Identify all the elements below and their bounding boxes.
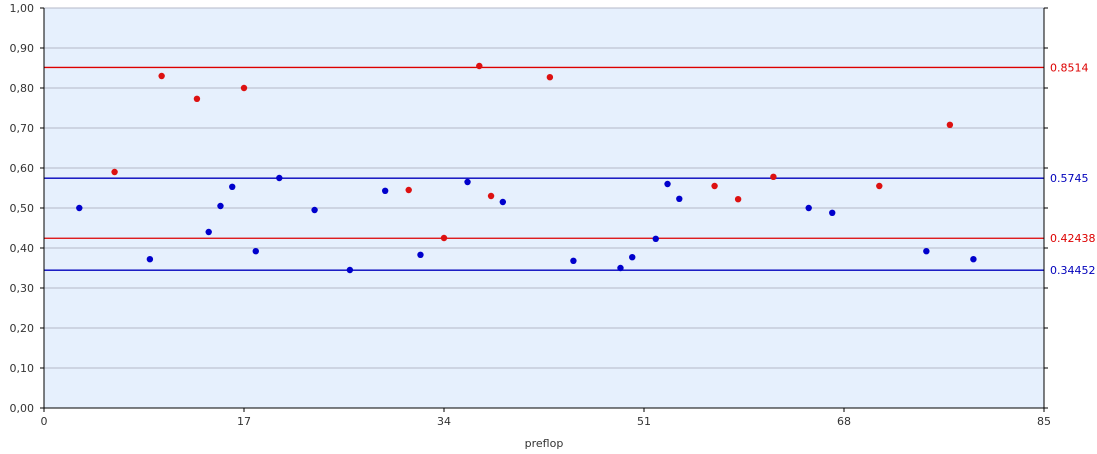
reference-line-labels: 0.8514 0.5745 0.42438 0.34452	[1050, 61, 1096, 277]
y-axis-ticks: 0,00 0,10 0,20 0,30 0,40 0,50 0,60 0,70 0,80 0,90…	[10, 2, 1048, 415]
data-point	[734, 196, 742, 203]
data-point	[829, 209, 836, 216]
x-axis-ticks: 0 17 34 51 68 85	[41, 408, 1051, 428]
data-point	[76, 204, 83, 212]
data-point	[252, 248, 259, 255]
grid-lines	[44, 7, 1044, 369]
data-point	[629, 254, 636, 261]
data-point	[405, 186, 412, 194]
data-point	[499, 198, 507, 206]
data-points	[76, 62, 977, 274]
y-tick-label: 0,40	[10, 242, 35, 255]
data-point	[970, 256, 977, 263]
data-point	[876, 182, 883, 190]
x-tick-label: 0	[41, 415, 48, 428]
y-tick-label: 1,00	[10, 2, 35, 15]
y-tick-label: 0,60	[10, 162, 35, 175]
reference-line-label: 0.8514	[1050, 61, 1089, 74]
data-point	[440, 234, 448, 242]
y-tick-label: 0,50	[10, 202, 35, 215]
data-point	[417, 251, 424, 258]
data-point	[652, 235, 659, 242]
data-point	[487, 192, 495, 200]
reference-lines	[44, 66, 1044, 271]
data-point	[770, 173, 777, 180]
data-point	[276, 174, 283, 182]
reference-line-label: 0.5745	[1050, 172, 1089, 185]
data-point	[946, 121, 954, 128]
data-point	[664, 180, 671, 188]
x-tick-label: 85	[1037, 415, 1051, 428]
x-tick-label: 51	[637, 415, 651, 428]
data-point	[476, 62, 483, 70]
reference-line-label: 0.42438	[1050, 232, 1096, 245]
data-point	[464, 178, 471, 186]
data-point	[193, 95, 201, 103]
y-tick-label: 0,20	[10, 322, 35, 335]
y-tick-label: 0,00	[10, 402, 35, 415]
reference-line-label: 0.34452	[1050, 264, 1096, 277]
data-point	[805, 204, 812, 212]
data-point	[311, 206, 318, 214]
data-point	[205, 228, 212, 236]
data-point	[158, 72, 165, 80]
y-tick-label: 0,70	[10, 122, 35, 135]
y-tick-label: 0,90	[10, 42, 35, 55]
data-point	[546, 74, 554, 81]
y-tick-label: 0,10	[10, 362, 35, 375]
y-tick-label: 0,80	[10, 82, 35, 95]
data-point	[676, 195, 683, 202]
data-point	[923, 248, 930, 255]
x-tick-label: 17	[237, 415, 251, 428]
x-tick-label: 68	[837, 415, 851, 428]
data-point	[346, 266, 354, 274]
x-axis-label: preflop	[525, 437, 564, 450]
x-tick-label: 34	[437, 415, 451, 428]
data-point	[617, 264, 624, 272]
y-tick-label: 0,30	[10, 282, 35, 295]
data-point	[229, 183, 236, 190]
data-point	[570, 257, 577, 264]
data-point	[240, 84, 248, 92]
data-point	[381, 187, 389, 194]
data-point	[217, 202, 224, 210]
data-point	[111, 168, 118, 176]
data-point	[146, 256, 154, 263]
data-point	[711, 182, 718, 190]
